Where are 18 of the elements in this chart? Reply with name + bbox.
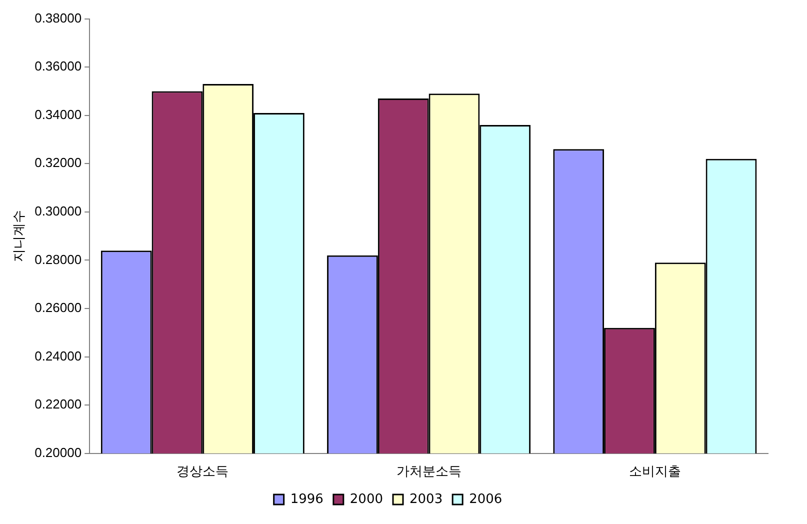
y-tick-label: 0.34000: [34, 106, 82, 122]
legend-label: 2003: [410, 492, 443, 507]
y-tick-label: 0.28000: [34, 252, 82, 267]
legend-label: 2000: [350, 492, 384, 507]
legend-label: 2006: [469, 492, 502, 507]
y-tick-label: 0.24000: [34, 348, 82, 364]
y-tick-label: 0.26000: [34, 300, 82, 316]
y-tick-label: 0.20000: [34, 444, 82, 460]
legend-label: 1996: [290, 492, 324, 507]
y-tick-label: 0.30000: [34, 204, 82, 219]
y-tick-label: 0.36000: [34, 58, 82, 74]
y-axis-title: 지니계수: [12, 210, 28, 262]
y-tick-label: 0.32000: [34, 155, 82, 170]
x-tick-label: 가처분소득: [396, 464, 462, 480]
y-tick-label: 0.38000: [34, 10, 82, 26]
x-tick-label: 경상소득: [176, 464, 229, 480]
x-tick-label: 소비지출: [628, 464, 681, 480]
y-tick-label: 0.22000: [34, 396, 82, 412]
